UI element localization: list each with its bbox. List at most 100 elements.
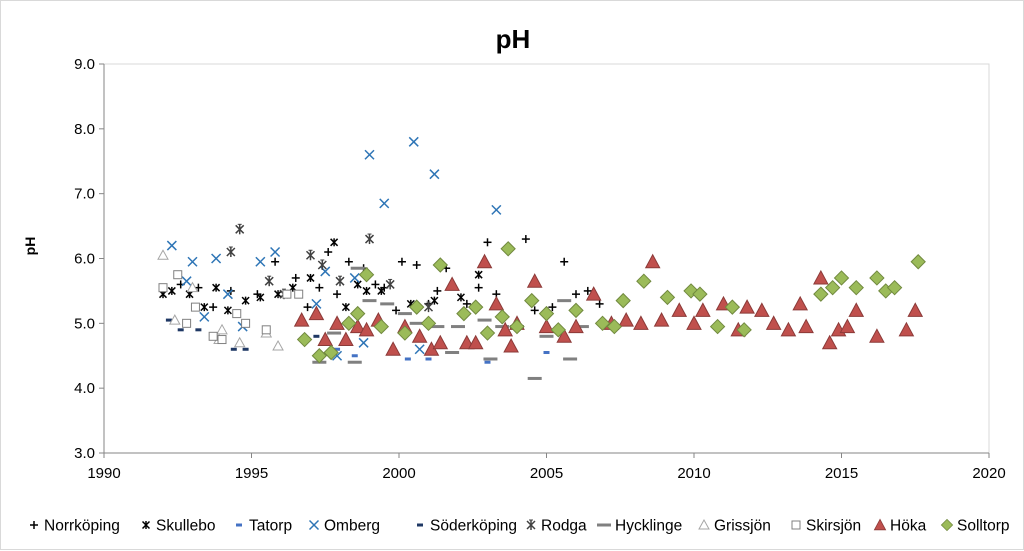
data-point: [848, 279, 864, 296]
x-tick-label: 1990: [87, 465, 120, 482]
data-point: [548, 303, 557, 312]
data-point: [241, 296, 250, 305]
data-point: [347, 360, 362, 364]
data-point: [397, 257, 406, 266]
data-point: [848, 302, 865, 317]
data-point: [334, 347, 341, 351]
data-point: [692, 286, 708, 302]
data-point: [754, 302, 770, 317]
data-point: [539, 334, 554, 338]
legend-item: Skullebo: [141, 518, 215, 535]
data-points-group: [157, 136, 926, 380]
data-point: [414, 344, 425, 355]
data-point: [311, 298, 322, 309]
data-point: [898, 321, 915, 337]
data-point: [792, 295, 809, 311]
data-point: [886, 279, 903, 296]
data-point: [364, 149, 375, 160]
legend-marker: [698, 518, 710, 530]
legend-label: Skullebo: [156, 518, 215, 535]
data-point: [329, 315, 345, 330]
data-point: [323, 344, 339, 361]
data-point: [653, 312, 670, 327]
data-point: [261, 325, 271, 335]
data-point: [765, 315, 782, 330]
y-tick-label: 5.0: [74, 315, 95, 332]
data-point: [484, 360, 491, 364]
data-point: [168, 314, 181, 325]
legend-label: Hycklinge: [615, 518, 682, 535]
data-point: [233, 336, 246, 348]
data-point: [182, 318, 192, 328]
data-point: [157, 249, 169, 260]
data-point: [349, 318, 366, 334]
data-point: [380, 302, 395, 306]
data-point: [780, 321, 797, 337]
data-point: [358, 321, 375, 337]
data-point: [497, 321, 514, 337]
data-point: [255, 256, 266, 267]
legend-marker: [597, 523, 611, 527]
data-point: [907, 302, 924, 317]
data-point: [556, 328, 573, 343]
data-point: [371, 280, 380, 289]
series-solltorp: [296, 241, 926, 364]
data-point: [476, 253, 493, 269]
data-point: [264, 275, 274, 287]
legend-marker: [526, 519, 536, 530]
data-point: [311, 348, 328, 364]
data-point: [404, 357, 411, 361]
data-point: [216, 323, 228, 335]
data-point: [362, 299, 377, 303]
data-point: [572, 290, 580, 299]
y-axis-label: pH: [22, 237, 38, 256]
data-point: [217, 335, 227, 345]
data-point: [444, 276, 460, 291]
data-point: [557, 299, 572, 303]
data-point: [282, 289, 292, 299]
data-point: [430, 325, 445, 329]
data-point: [456, 305, 472, 322]
legend: Norrköping Skullebo Tatorp Omberg Söderköpin…: [30, 518, 1010, 535]
data-point: [358, 267, 375, 283]
data-point: [350, 266, 365, 270]
data-point: [474, 270, 483, 279]
data-point: [272, 339, 284, 351]
data-point: [230, 347, 237, 351]
data-point: [423, 301, 434, 313]
data-point: [211, 253, 222, 264]
data-point: [317, 331, 334, 347]
legend-label: Söderköping: [430, 518, 517, 535]
legend-item: Höka: [873, 518, 927, 535]
legend-item: Hycklinge: [597, 518, 682, 535]
data-point: [433, 286, 442, 295]
data-point: [695, 302, 711, 317]
series-hycklinge: [312, 266, 589, 380]
data-point: [317, 259, 327, 270]
data-point: [550, 322, 567, 338]
data-point: [910, 254, 926, 270]
data-point: [568, 318, 584, 334]
data-point: [615, 292, 631, 309]
legend-label: Tatorp: [249, 518, 292, 535]
data-point: [208, 331, 218, 341]
data-point: [839, 318, 856, 334]
data-point: [397, 325, 413, 341]
legend-label: Solltorp: [957, 518, 1010, 535]
data-point: [618, 312, 634, 327]
data-point: [411, 328, 428, 343]
data-point: [495, 325, 510, 329]
y-tick-label: 9.0: [74, 56, 95, 73]
data-point: [408, 299, 425, 315]
data-point: [341, 315, 357, 332]
legend-label: Rodga: [541, 518, 587, 535]
data-point: [636, 273, 652, 289]
data-point: [491, 204, 502, 215]
data-point: [173, 270, 183, 280]
data-point: [633, 315, 649, 330]
data-point: [530, 306, 539, 315]
data-point: [736, 322, 752, 338]
legend-marker: [940, 518, 954, 532]
